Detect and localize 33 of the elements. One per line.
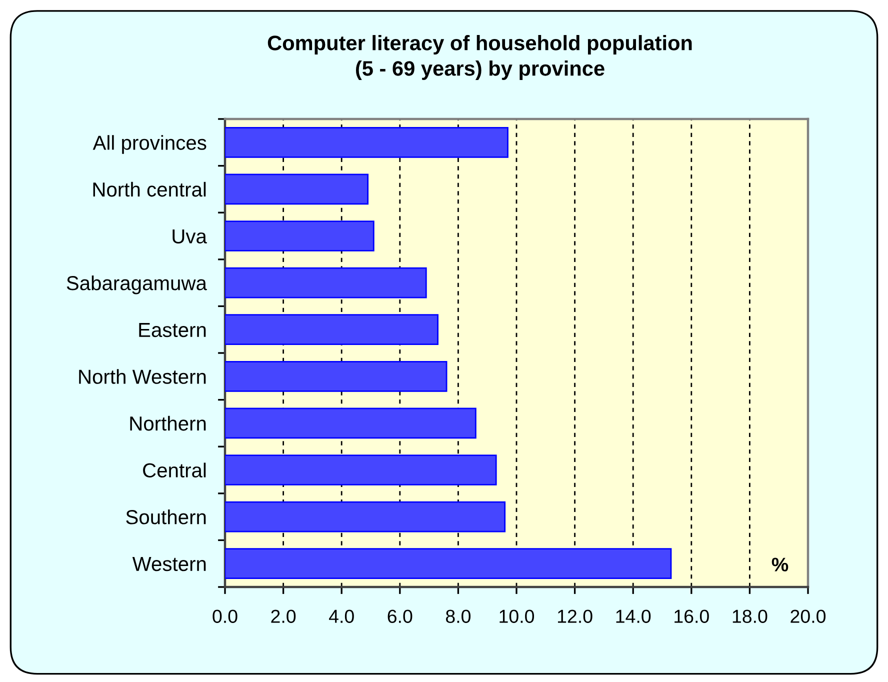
bar — [225, 454, 497, 486]
y-tick-label: All provinces — [92, 135, 206, 154]
bar — [225, 126, 508, 158]
y-tick-label: North Western — [79, 369, 206, 384]
x-tick-label: 12.0 — [558, 610, 592, 623]
y-tick-label: Eastern — [139, 323, 206, 338]
x-tick-label: 14.0 — [616, 610, 651, 623]
bar — [225, 501, 506, 532]
annotation: % — [772, 558, 788, 572]
x-tick-label: 0.0 — [212, 610, 238, 623]
y-tick-label: Northern — [130, 416, 206, 431]
x-tick-label: 6.0 — [388, 610, 412, 623]
bar — [225, 360, 448, 392]
bar — [225, 408, 476, 439]
x-tick-label: 20.0 — [790, 610, 826, 623]
bar — [225, 314, 438, 346]
chart-title: Computer literacy of household population (5 - 69 years) by province — [268, 35, 692, 80]
x-tick-label: 8.0 — [446, 610, 470, 623]
bar — [225, 267, 427, 298]
y-tick-label: Central — [143, 462, 206, 478]
x-tick-label: 16.0 — [674, 610, 709, 623]
y-tick-label: North central — [93, 182, 206, 197]
y-tick-label: Western — [132, 557, 206, 572]
x-tick-label: 18.0 — [732, 610, 768, 623]
bar — [225, 174, 369, 205]
y-tick-label: Southern — [126, 510, 206, 524]
y-tick-label: Uva — [172, 229, 207, 244]
x-tick-label: 2.0 — [271, 610, 296, 623]
x-tick-label: 10.0 — [500, 610, 534, 623]
y-tick-label: Sabaragamuwa — [66, 276, 207, 294]
x-tick-label: 4.0 — [329, 610, 354, 623]
bar — [225, 220, 374, 252]
bar — [225, 548, 672, 580]
